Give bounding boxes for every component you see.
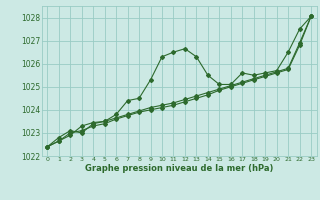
X-axis label: Graphe pression niveau de la mer (hPa): Graphe pression niveau de la mer (hPa) [85,164,273,173]
